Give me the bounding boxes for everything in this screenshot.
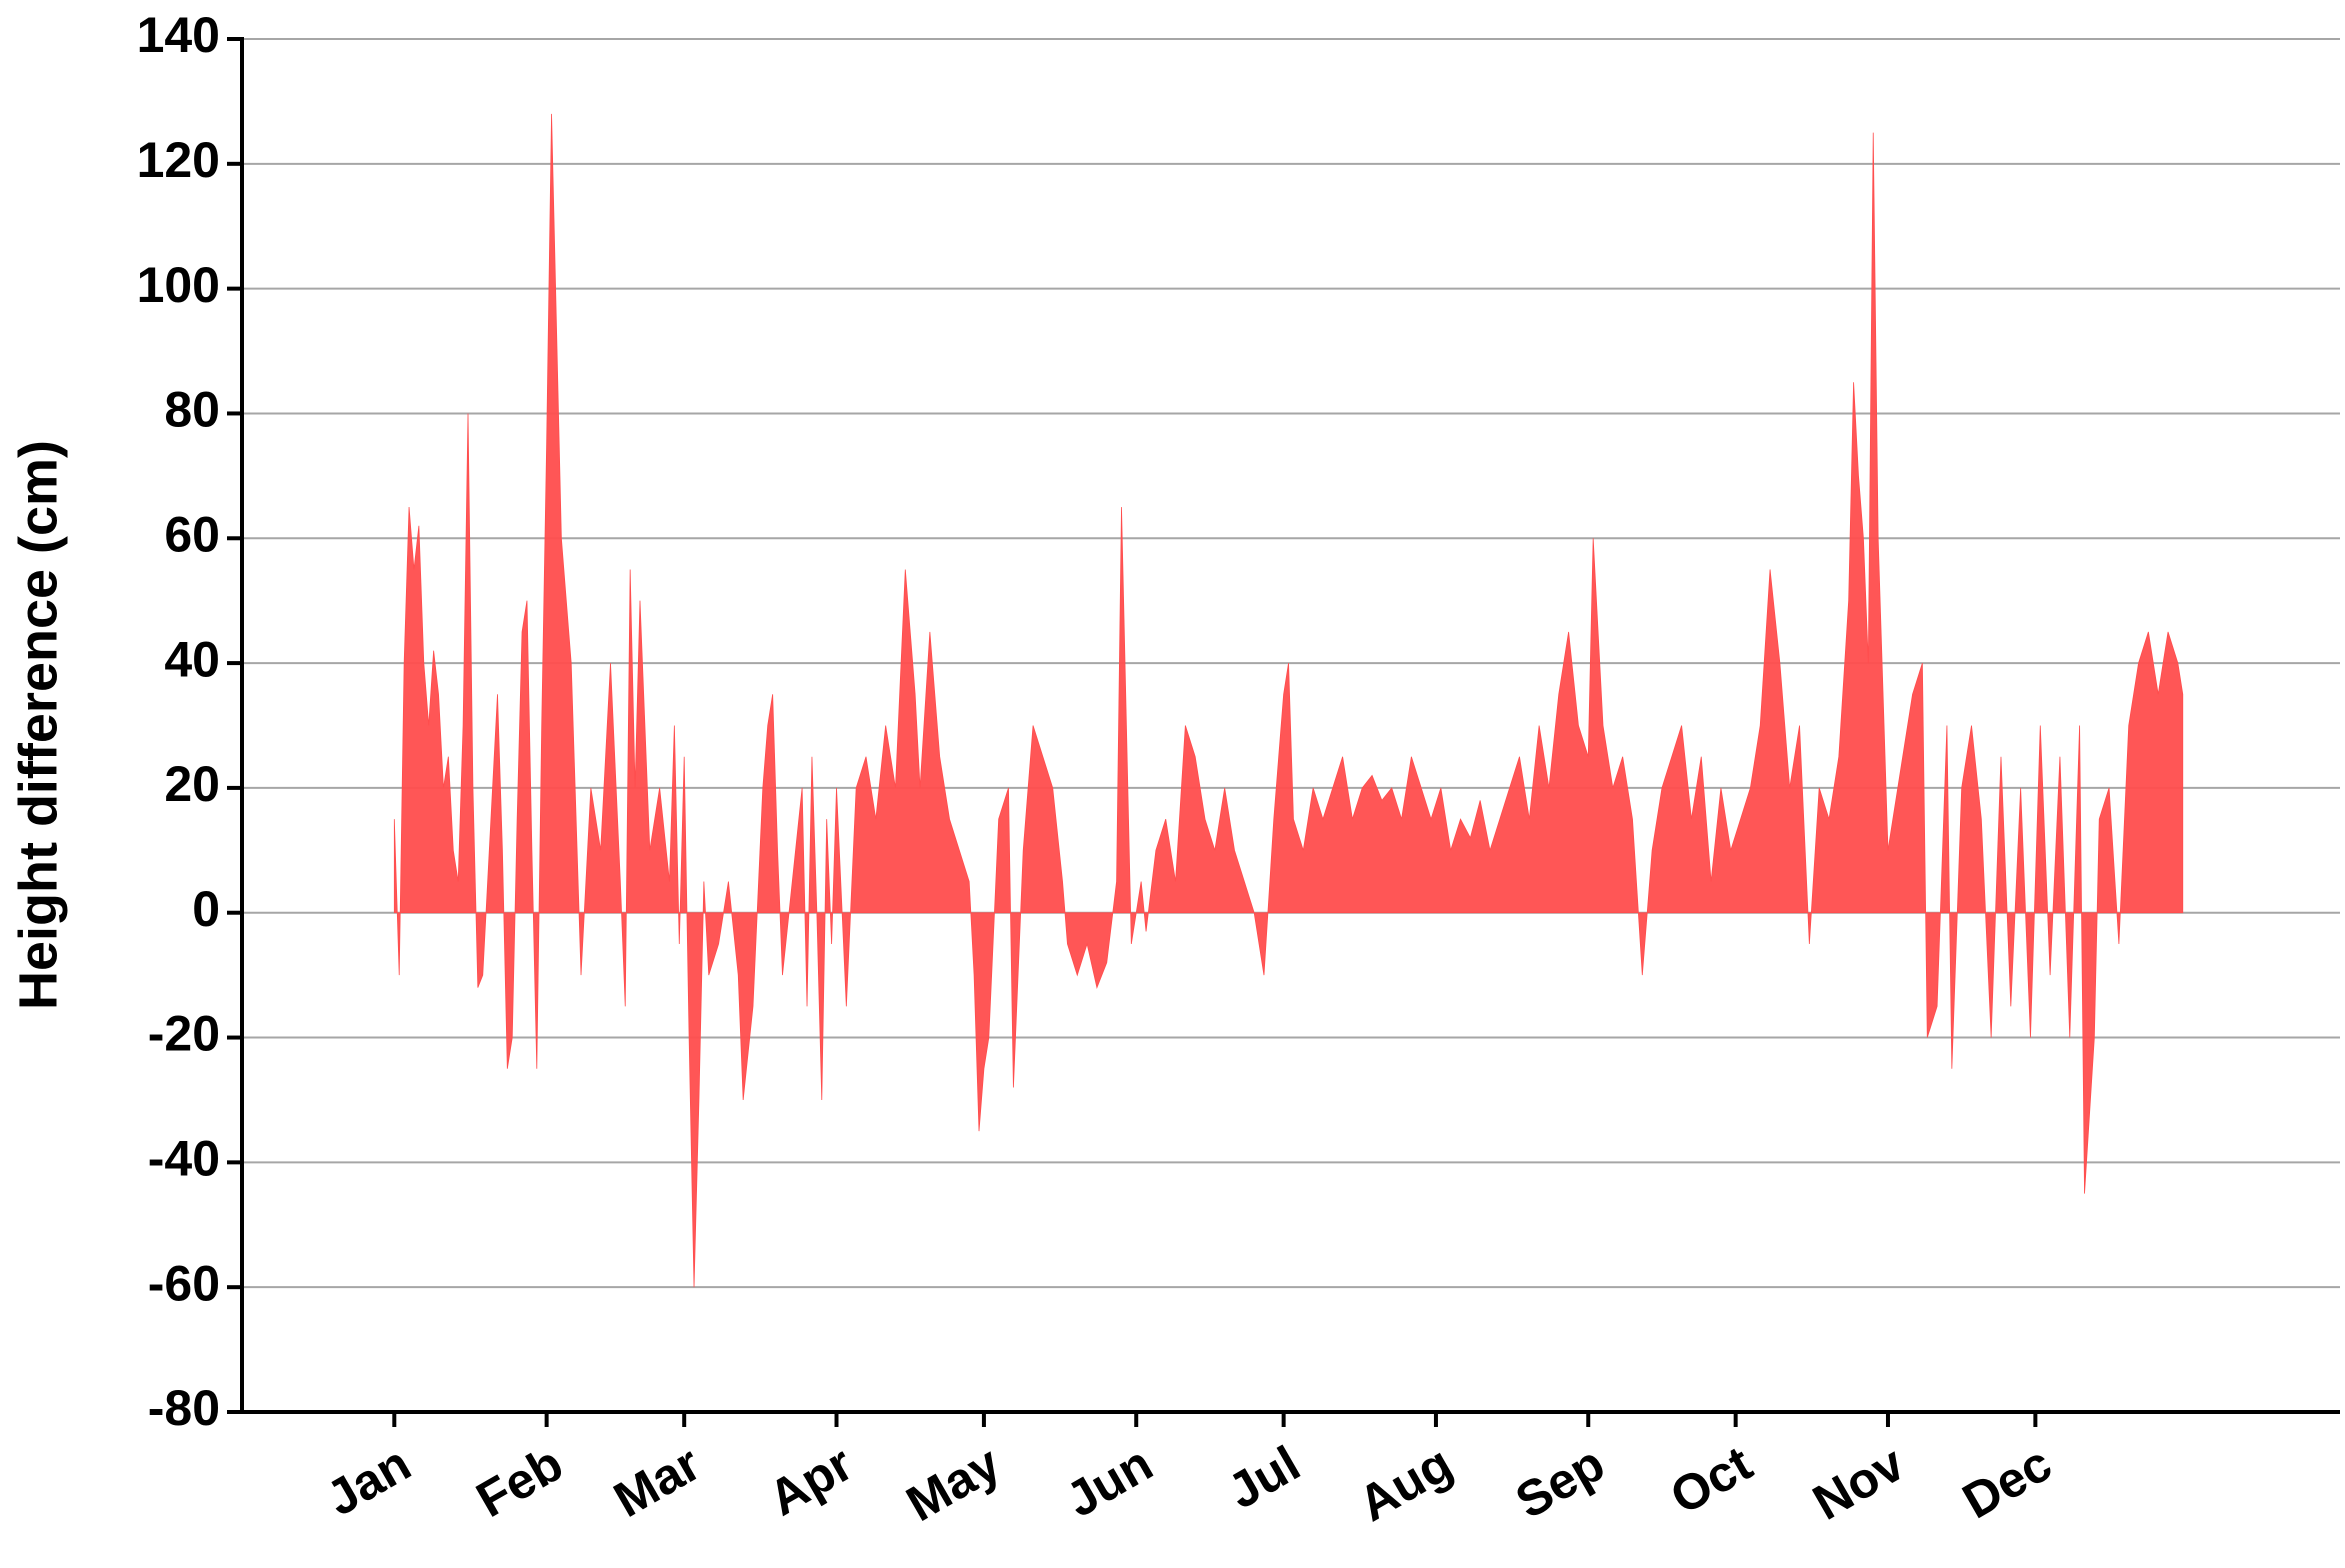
x-tick-label: Nov xyxy=(1804,1435,1914,1531)
y-tick-label: 120 xyxy=(137,132,220,188)
area xyxy=(393,113,2184,1288)
x-tick-label: Apr xyxy=(759,1435,862,1527)
y-tick-label: 20 xyxy=(164,756,220,812)
x-tick-label: Mar xyxy=(605,1435,710,1528)
y-tick-label: 40 xyxy=(164,631,220,687)
x-tick-label: May xyxy=(897,1435,1009,1532)
x-tick-label: Feb xyxy=(467,1435,572,1528)
x-tick-label: Dec xyxy=(1953,1435,2060,1529)
y-tick-label: 60 xyxy=(164,506,220,562)
x-tick-label: Sep xyxy=(1506,1435,1613,1529)
y-tick-label: -40 xyxy=(148,1131,220,1187)
x-tick-label: Jan xyxy=(317,1435,420,1527)
y-tick-label: 100 xyxy=(137,257,220,313)
y-tick-label: -60 xyxy=(148,1255,220,1311)
y-tick-label: -80 xyxy=(148,1380,220,1436)
x-tick-label: Aug xyxy=(1349,1435,1461,1532)
y-tick-label: -20 xyxy=(148,1006,220,1062)
y-tick-label: 80 xyxy=(164,382,220,438)
y-axis-label: Height difference (cm) xyxy=(8,440,68,1010)
y-tick-label: 140 xyxy=(137,7,220,63)
x-tick-label: Oct xyxy=(1661,1435,1761,1525)
y-tick-label: 0 xyxy=(192,881,220,937)
x-tick-label: Jun xyxy=(1057,1435,1162,1528)
x-tick-label: Jul xyxy=(1219,1435,1310,1520)
